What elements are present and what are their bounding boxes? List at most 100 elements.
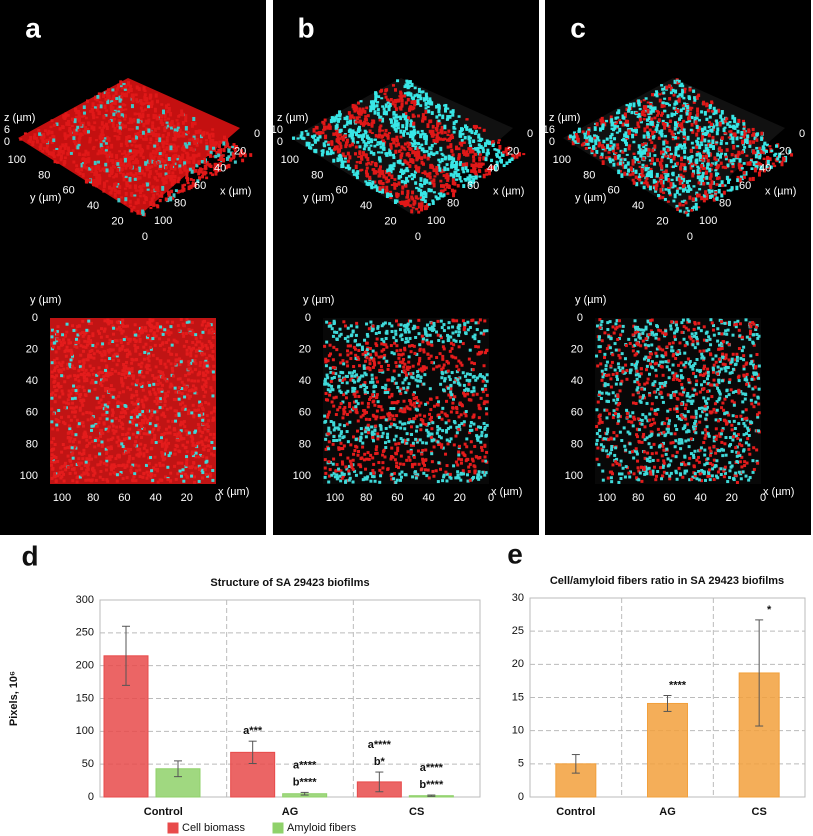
voxel — [449, 143, 453, 147]
voxel — [82, 111, 86, 115]
voxel — [219, 149, 223, 154]
voxel — [355, 175, 359, 180]
voxel — [435, 133, 439, 138]
pixel — [78, 360, 82, 364]
pixel — [210, 345, 214, 349]
pixel — [379, 474, 383, 478]
voxel — [161, 143, 165, 149]
pixel — [67, 430, 71, 434]
x-tick-label: 80 — [447, 198, 459, 210]
pixel — [485, 400, 489, 404]
voxel — [372, 186, 376, 189]
pixel — [131, 456, 135, 460]
pixel — [106, 405, 110, 409]
pixel — [363, 452, 367, 456]
pixel — [61, 443, 65, 447]
voxel — [406, 179, 410, 183]
pixel — [106, 446, 110, 450]
pixel — [164, 438, 168, 442]
pixel — [163, 452, 167, 456]
pixel — [425, 474, 429, 478]
voxel — [419, 196, 423, 200]
pixel — [331, 388, 335, 392]
voxel — [151, 186, 155, 189]
voxel — [380, 169, 384, 175]
pixel — [458, 376, 462, 380]
pixel — [346, 412, 350, 416]
pixel — [414, 429, 418, 433]
pixel — [424, 402, 428, 406]
pixel — [106, 438, 110, 442]
pixel — [125, 324, 129, 328]
voxel — [420, 156, 424, 161]
pixel — [413, 416, 417, 420]
pixel — [90, 368, 94, 372]
voxel — [380, 134, 384, 138]
pixel — [371, 393, 375, 397]
voxel — [82, 129, 86, 133]
voxel — [102, 126, 106, 129]
voxel — [59, 154, 63, 160]
pixel — [398, 420, 402, 424]
pixel — [110, 463, 114, 467]
pixel — [387, 388, 391, 392]
y-tick-label: 60 — [26, 407, 38, 419]
voxel — [146, 182, 150, 187]
pixel — [212, 406, 216, 410]
pixel — [184, 387, 188, 391]
pixel — [134, 479, 138, 483]
pixel — [128, 387, 132, 391]
voxel — [468, 139, 472, 145]
pixel — [326, 376, 330, 380]
pixel — [356, 355, 360, 359]
voxel — [148, 96, 152, 100]
pixel — [332, 439, 336, 443]
voxel — [419, 96, 423, 101]
pixel — [452, 343, 456, 347]
voxel — [128, 156, 132, 161]
pixel — [194, 343, 198, 347]
voxel — [184, 126, 188, 131]
pixel — [211, 370, 215, 374]
voxel — [378, 115, 382, 119]
pixel — [107, 390, 111, 394]
voxel — [446, 107, 450, 110]
voxel — [99, 141, 103, 144]
voxel — [229, 158, 233, 162]
voxel — [123, 103, 127, 107]
pixel — [91, 332, 95, 336]
pixel — [130, 382, 134, 386]
voxel — [505, 161, 509, 165]
pixel — [472, 475, 476, 479]
pixel — [88, 350, 92, 354]
pixel — [476, 345, 480, 349]
pixel — [57, 361, 61, 365]
pixel — [108, 348, 112, 352]
voxel — [417, 210, 421, 214]
voxel — [365, 144, 369, 147]
pixel — [385, 359, 389, 363]
voxel — [435, 151, 439, 155]
voxel — [135, 85, 139, 90]
pixel — [144, 463, 148, 467]
pixel — [90, 348, 94, 352]
voxel — [222, 157, 226, 163]
pixel — [191, 454, 195, 458]
voxel — [377, 135, 381, 139]
voxel — [114, 173, 118, 178]
voxel — [330, 140, 334, 146]
pixel — [145, 432, 149, 436]
voxel — [396, 122, 400, 127]
pixel — [469, 421, 473, 425]
pixel — [51, 412, 55, 416]
voxel — [394, 123, 398, 128]
pixel — [212, 453, 216, 457]
pixel — [375, 337, 379, 341]
voxel — [435, 170, 439, 175]
pixel — [338, 423, 342, 427]
pixel — [332, 457, 336, 461]
pixel — [452, 319, 456, 323]
voxel — [472, 177, 476, 183]
voxel — [410, 84, 414, 88]
pixel — [85, 328, 89, 332]
